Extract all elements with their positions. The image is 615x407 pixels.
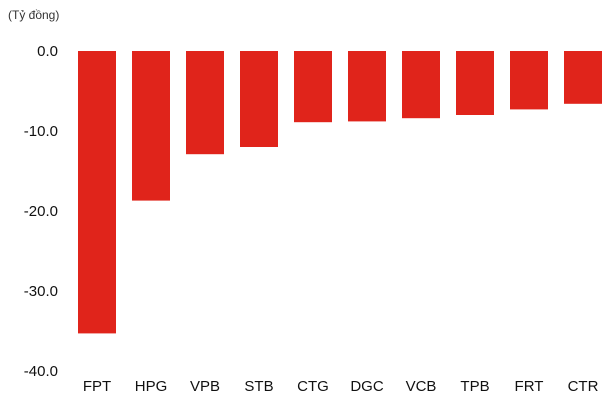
y-tick-label: -10.0 <box>24 123 58 140</box>
x-tick-label: CTR <box>568 378 599 395</box>
bar-vpb <box>186 51 224 155</box>
bar-ctg <box>294 51 332 123</box>
bar-stb <box>240 51 278 147</box>
x-tick-label: VPB <box>190 378 220 395</box>
x-tick-label: VCB <box>406 378 437 395</box>
y-tick-label: -40.0 <box>24 363 58 380</box>
x-tick-label: FPT <box>83 378 111 395</box>
x-axis-labels: FPT HPG VPB STB CTG DGC VCB TPB FRT CTR <box>83 378 599 395</box>
bar-dgc <box>348 51 386 122</box>
bars <box>78 51 602 334</box>
unit-label: (Tỷ đồng) <box>8 8 59 22</box>
x-tick-label: FRT <box>515 378 544 395</box>
y-tick-label: -20.0 <box>24 203 58 220</box>
y-axis-ticks: 0.0 -10.0 -20.0 -30.0 -40.0 <box>24 43 58 380</box>
bar-hpg <box>132 51 170 201</box>
bar-vcb <box>402 51 440 119</box>
y-tick-label: -30.0 <box>24 283 58 300</box>
x-tick-label: DGC <box>350 378 384 395</box>
bar-tpb <box>456 51 494 115</box>
bar-fpt <box>78 51 116 334</box>
x-tick-label: CTG <box>297 378 329 395</box>
x-tick-label: TPB <box>460 378 489 395</box>
bar-frt <box>510 51 548 110</box>
x-tick-label: HPG <box>135 378 168 395</box>
y-tick-label: 0.0 <box>37 43 58 60</box>
x-tick-label: STB <box>244 378 273 395</box>
bar-ctr <box>564 51 602 104</box>
